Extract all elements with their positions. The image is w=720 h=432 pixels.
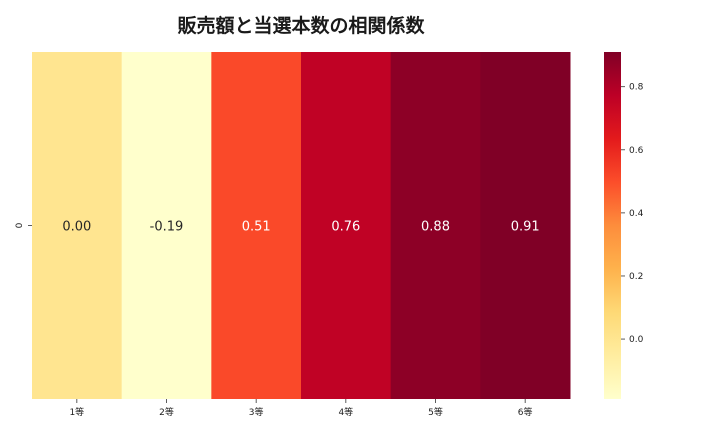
x-tick-label: 1等 — [69, 406, 84, 418]
heatmap-cell-0 — [32, 52, 123, 399]
cell-value-label: 0.00 — [62, 220, 91, 235]
cell-value-label: 0.51 — [242, 220, 271, 235]
x-tick-label: 5等 — [428, 406, 443, 418]
cell-value-label: 0.88 — [421, 220, 450, 235]
x-axis: 1等 2等 3等 4等 5等 6等 — [69, 399, 533, 418]
heatmap-cell-5 — [480, 52, 571, 399]
x-tick-label: 2等 — [159, 406, 174, 418]
cell-value-label: 0.91 — [511, 220, 540, 235]
y-tick-label: 0 — [15, 222, 25, 228]
x-tick-label: 3等 — [249, 406, 264, 418]
x-tick-label: 4等 — [338, 406, 353, 418]
cell-value-label: 0.76 — [331, 220, 360, 235]
heatmap-cell-3 — [301, 52, 392, 399]
colorbar-tick-label: 0.4 — [629, 209, 644, 219]
colorbar-tick-label: 0.8 — [629, 83, 644, 93]
colorbar-tick-label: 0.2 — [629, 272, 643, 282]
heatmap-cell-4 — [390, 52, 481, 399]
x-tick-label: 6等 — [518, 406, 533, 418]
colorbar-gradient — [604, 52, 621, 399]
colorbar: 0.0 0.2 0.4 0.6 0.8 — [604, 52, 644, 399]
heatmap-cells: 0.00 -0.19 0.51 0.76 0.88 0.91 — [32, 52, 571, 399]
heatmap-cell-2 — [211, 52, 302, 399]
y-axis: 0 — [15, 222, 32, 228]
colorbar-tick-label: 0.0 — [629, 335, 644, 345]
cell-value-label: -0.19 — [150, 220, 184, 235]
heatmap-cell-1 — [121, 52, 212, 399]
chart-title: 販売額と当選本数の相関係数 — [177, 14, 425, 37]
colorbar-tick-label: 0.6 — [629, 146, 644, 156]
